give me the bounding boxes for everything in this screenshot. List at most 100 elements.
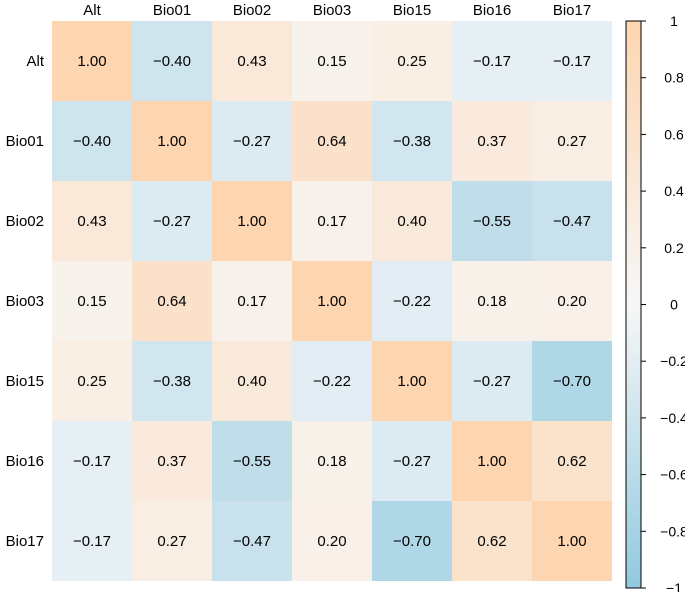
cell-value-label: 0.25 (397, 53, 426, 70)
heatmap-cell-bio02-bio02 (212, 181, 292, 261)
cell-value-label: 0.27 (557, 133, 586, 150)
colorbar-tick-label: −0.4 (660, 410, 685, 426)
heatmap-cell-bio17-alt (52, 501, 132, 581)
cell-value-label: −0.17 (553, 53, 591, 70)
heatmap-cell-bio03-alt (52, 261, 132, 341)
cell-value-label: 0.20 (317, 533, 346, 550)
heatmap-cell-bio03-bio03 (292, 261, 372, 341)
colorbar-tick-label: 0.4 (664, 183, 684, 199)
row-label-bio15: Bio15 (6, 373, 44, 390)
cell-value-label: −0.22 (393, 293, 431, 310)
heatmap-cell-bio15-bio17 (532, 341, 612, 421)
heatmap-cell-alt-bio01 (132, 21, 212, 101)
cell-value-label: 1.00 (157, 133, 186, 150)
heatmap-cell-bio02-alt (52, 181, 132, 261)
row-label-bio17: Bio17 (6, 533, 44, 550)
heatmap-cell-bio01-bio17 (532, 101, 612, 181)
colorbar-gradient (625, 20, 642, 589)
cell-value-label: −0.27 (153, 213, 191, 230)
heatmap-cell-bio15-alt (52, 341, 132, 421)
heatmap-cell-bio16-bio03 (292, 421, 372, 501)
column-label-bio16: Bio16 (473, 2, 511, 19)
heatmap-cells (52, 21, 612, 581)
heatmap-cell-alt-alt (52, 21, 132, 101)
cell-value-label: 0.62 (477, 533, 506, 550)
cell-value-label: 0.64 (317, 133, 346, 150)
cell-value-label: 0.17 (317, 213, 346, 230)
row-labels: Alt Bio01 Bio02 Bio03 Bio15 Bio16 Bio17 (6, 53, 45, 550)
heatmap-cell-bio15-bio01 (132, 341, 212, 421)
heatmap-cell-bio16-bio01 (132, 421, 212, 501)
heatmap-cell-bio02-bio03 (292, 181, 372, 261)
column-label-bio17: Bio17 (553, 2, 591, 19)
heatmap-cell-bio15-bio15 (372, 341, 452, 421)
cell-value-label: 0.37 (477, 133, 506, 150)
heatmap-cell-bio16-bio17 (532, 421, 612, 501)
cell-value-label: −0.70 (393, 533, 431, 550)
heatmap-cell-labels: 1.00 −0.40 0.43 0.15 0.25 −0.17 −0.17 −0.40 1.00… (73, 53, 591, 550)
cell-value-label: 0.25 (77, 373, 106, 390)
cell-value-label: 1.00 (557, 533, 586, 550)
cell-value-label: −0.17 (73, 533, 111, 550)
heatmap-cell-bio02-bio15 (372, 181, 452, 261)
heatmap-cell-bio01-bio15 (372, 101, 452, 181)
colorbar-tick-label: 0 (670, 297, 678, 313)
heatmap-cell-bio01-bio01 (132, 101, 212, 181)
cell-value-label: 0.18 (317, 453, 346, 470)
heatmap-cell-bio03-bio15 (372, 261, 452, 341)
cell-value-label: 0.37 (157, 453, 186, 470)
cell-value-label: −0.38 (153, 373, 191, 390)
cell-value-label: 1.00 (77, 53, 106, 70)
colorbar-tick-label: 1 (670, 13, 678, 29)
heatmap-cell-bio03-bio17 (532, 261, 612, 341)
cell-value-label: 1.00 (317, 293, 346, 310)
cell-value-label: 0.17 (237, 293, 266, 310)
heatmap-cell-bio16-alt (52, 421, 132, 501)
column-label-alt: Alt (83, 2, 101, 19)
heatmap-cell-bio17-bio01 (132, 501, 212, 581)
colorbar: 1 0.8 0.6 0.4 0.2 0 −0.2 −0.4 −0.6 −0.8 −1 (625, 13, 685, 592)
heatmap-cell-bio01-bio02 (212, 101, 292, 181)
heatmap-cell-bio02-bio17 (532, 181, 612, 261)
cell-value-label: −0.40 (73, 133, 111, 150)
cell-value-label: −0.17 (73, 453, 111, 470)
cell-value-label: 0.40 (237, 373, 266, 390)
heatmap-cell-bio16-bio16 (452, 421, 532, 501)
cell-value-label: −0.47 (553, 213, 591, 230)
cell-value-label: −0.27 (393, 453, 431, 470)
cell-value-label: 0.43 (77, 213, 106, 230)
cell-value-label: −0.55 (473, 213, 511, 230)
heatmap-cell-alt-bio03 (292, 21, 372, 101)
cell-value-label: 0.40 (397, 213, 426, 230)
colorbar-tick-label: −0.8 (660, 523, 685, 539)
row-label-bio01: Bio01 (6, 133, 44, 150)
heatmap-cell-bio17-bio16 (452, 501, 532, 581)
heatmap-cell-alt-bio17 (532, 21, 612, 101)
cell-value-label: 1.00 (397, 373, 426, 390)
heatmap-cell-bio17-bio17 (532, 501, 612, 581)
cell-value-label: 0.15 (77, 293, 106, 310)
colorbar-tick-label: −0.6 (660, 467, 685, 483)
cell-value-label: −0.47 (233, 533, 271, 550)
column-label-bio02: Bio02 (233, 2, 271, 19)
colorbar-tick-label: 0.6 (664, 126, 684, 142)
heatmap-cell-bio03-bio02 (212, 261, 292, 341)
colorbar-tick-label: 0.8 (664, 70, 684, 86)
cell-value-label: −0.38 (393, 133, 431, 150)
heatmap-cell-bio15-bio02 (212, 341, 292, 421)
cell-value-label: 0.62 (557, 453, 586, 470)
cell-value-label: 1.00 (477, 453, 506, 470)
row-label-alt: Alt (26, 53, 44, 70)
heatmap-cell-bio01-bio03 (292, 101, 372, 181)
heatmap-cell-bio15-bio16 (452, 341, 532, 421)
cell-value-label: 1.00 (237, 213, 266, 230)
cell-value-label: 0.18 (477, 293, 506, 310)
cell-value-label: 0.43 (237, 53, 266, 70)
row-label-bio02: Bio02 (6, 213, 44, 230)
cell-value-label: −0.27 (233, 133, 271, 150)
column-labels: Alt Bio01 Bio02 Bio03 Bio15 Bio16 Bio17 (83, 2, 591, 19)
heatmap-cell-bio01-alt (52, 101, 132, 181)
cell-value-label: −0.70 (553, 373, 591, 390)
cell-value-label: −0.27 (473, 373, 511, 390)
